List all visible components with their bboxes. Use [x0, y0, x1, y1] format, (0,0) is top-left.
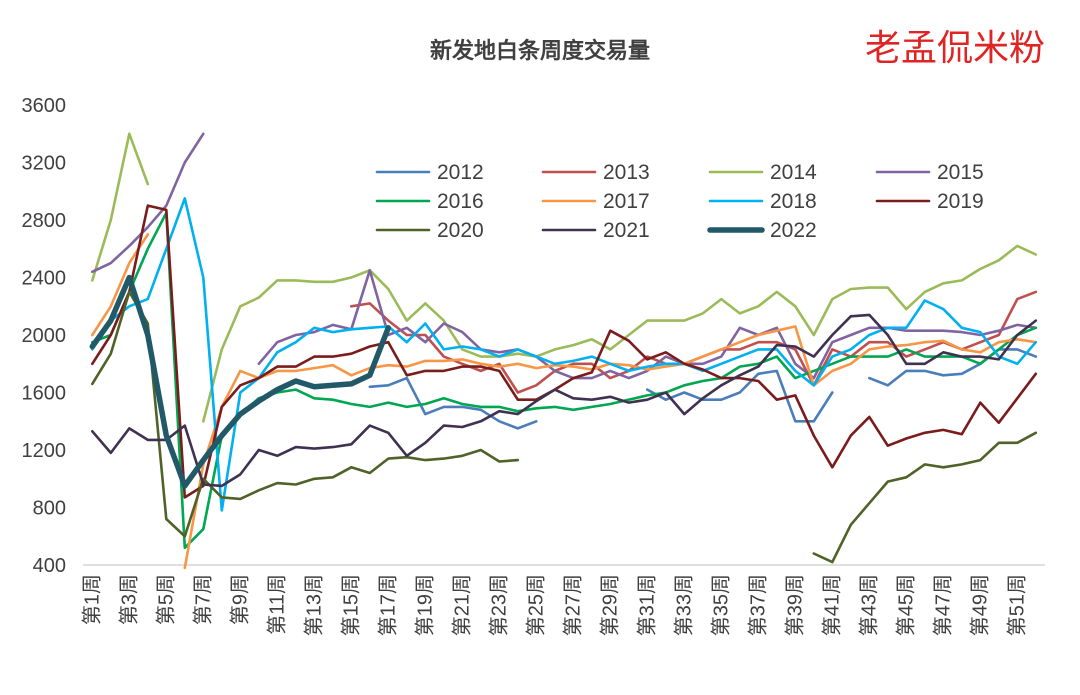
y-tick-label: 2800 — [22, 210, 67, 232]
x-tick-label: 第35周 — [709, 574, 732, 636]
series-line-2020 — [91, 290, 1038, 564]
y-tick-label: 400 — [33, 555, 66, 577]
x-tick-label: 第15周 — [339, 574, 362, 636]
series-line-2018 — [91, 197, 1038, 512]
x-tick-label: 第7周 — [191, 574, 214, 625]
y-tick-label: 1600 — [22, 383, 67, 405]
legend-label-2022: 2022 — [770, 219, 817, 242]
legend: 2012 2013 2014 2015 2016 2017 2018 2019 2020 2021… — [375, 161, 984, 242]
x-tick-label: 第33周 — [672, 574, 695, 636]
legend-label-2012: 2012 — [437, 161, 484, 184]
x-tick-label: 第27周 — [561, 574, 584, 636]
x-tick-label: 第19周 — [413, 574, 436, 636]
legend-label-2017: 2017 — [603, 190, 650, 213]
legend-label-2021: 2021 — [603, 219, 650, 242]
x-tick-label: 第39周 — [783, 574, 806, 636]
series-group — [89, 132, 1038, 570]
y-tick-label: 3200 — [22, 153, 67, 175]
x-tick-label: 第17周 — [376, 574, 399, 636]
legend-label-2013: 2013 — [603, 161, 650, 184]
y-tick-label: 1200 — [22, 440, 67, 462]
series-line-2017 — [91, 233, 1038, 570]
series-line-2015 — [91, 132, 1038, 380]
y-tick-label: 2400 — [22, 268, 67, 290]
y-tick-label: 2000 — [22, 325, 67, 347]
legend-label-2018: 2018 — [770, 190, 817, 213]
x-tick-label: 第1周 — [80, 574, 103, 625]
x-tick-label: 第41周 — [820, 574, 843, 636]
x-tick-label: 第37周 — [746, 574, 769, 636]
x-tick-label: 第9周 — [228, 574, 251, 625]
x-tick-label: 第45周 — [894, 574, 917, 636]
x-tick-label: 第11周 — [265, 574, 288, 635]
x-tick-label: 第3周 — [117, 574, 140, 625]
x-tick-label: 第51周 — [1005, 574, 1028, 636]
chart-title: 新发地白条周度交易量 — [430, 38, 650, 64]
x-tick-label: 第29周 — [598, 574, 621, 636]
series-line-2012 — [368, 348, 1038, 430]
x-tick-label: 第49周 — [968, 574, 991, 636]
legend-label-2019: 2019 — [937, 190, 984, 213]
y-tick-label: 3600 — [22, 95, 67, 117]
x-tick-label: 第5周 — [154, 574, 177, 625]
legend-label-2020: 2020 — [437, 219, 484, 242]
legend-label-2014: 2014 — [770, 161, 817, 184]
series-line-2019 — [91, 204, 1038, 499]
series-line-2022 — [89, 274, 392, 489]
x-tick-label: 第13周 — [302, 574, 325, 636]
series-line-2021 — [91, 313, 1038, 488]
x-tick-label: 第25周 — [524, 574, 547, 636]
x-tick-label: 第23周 — [487, 574, 510, 636]
axes: 400 800 1200 1600 2000 2400 2800 3200 3600 第1周 第3周… — [22, 95, 1045, 636]
legend-label-2015: 2015 — [937, 161, 984, 184]
legend-label-2016: 2016 — [437, 190, 484, 213]
x-tick-label: 第47周 — [931, 574, 954, 636]
x-tick-label: 第21周 — [450, 574, 473, 636]
x-tick-label: 第31周 — [635, 574, 658, 636]
x-tick-label: 第43周 — [857, 574, 880, 636]
watermark-text: 老孟侃米粉 — [865, 28, 1045, 69]
y-tick-label: 800 — [33, 498, 66, 520]
series-line-2014 — [91, 132, 1038, 423]
